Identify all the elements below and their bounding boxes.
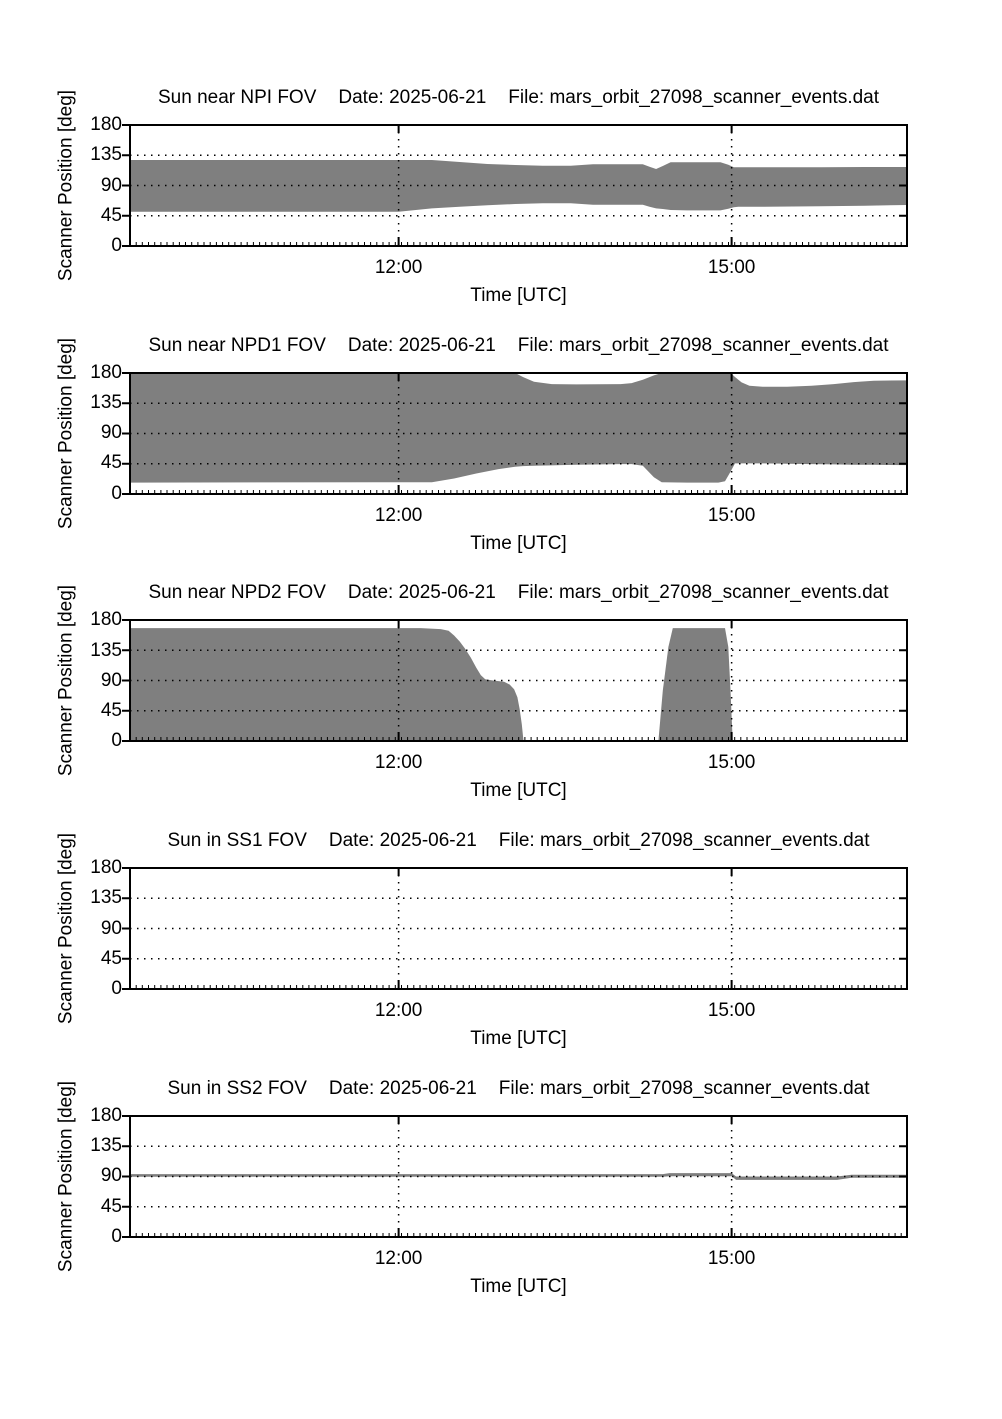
chart-title-date: Date: 2025-06-21 xyxy=(347,582,496,604)
plot-area xyxy=(122,124,908,247)
chart-title: Sun in SS1 FOV Date: 2025-06-21 File: ma… xyxy=(130,830,907,852)
minor-tick-marks xyxy=(135,242,902,246)
plot-svg xyxy=(122,867,908,991)
chart-title: Sun in SS2 FOV Date: 2025-06-21 File: ma… xyxy=(130,1078,907,1100)
x-tick-label: 15:00 xyxy=(707,1000,756,1022)
major-tick-marks xyxy=(122,867,907,991)
plot-area xyxy=(122,371,908,495)
chart-title-date: Date: 2025-06-21 xyxy=(328,830,477,852)
x-tick-label: 12:00 xyxy=(374,752,423,774)
x-axis-label: Time [UTC] xyxy=(470,1028,567,1050)
x-tick-label: 15:00 xyxy=(707,752,756,774)
plot-area xyxy=(122,1114,908,1238)
minor-tick-marks xyxy=(135,737,902,742)
x-tick-label: 12:00 xyxy=(374,257,423,278)
chart-title: Sun near NPI FOV Date: 2025-06-21 File: … xyxy=(130,87,907,109)
y-tick-label: 0 xyxy=(111,978,122,1000)
axis-frame xyxy=(129,867,908,991)
chart-title-file: File: mars_orbit_27098_scanner_events.da… xyxy=(498,830,870,852)
y-tick-label: 180 xyxy=(90,857,122,879)
chart-title-file: File: mars_orbit_27098_scanner_events.da… xyxy=(498,1077,870,1099)
y-tick-label: 180 xyxy=(90,1104,122,1126)
chart-block-sun-in-ss1-fov: Sun in SS1 FOV Date: 2025-06-21 File: ma… xyxy=(0,828,1002,1076)
chart-title-date: Date: 2025-06-21 xyxy=(338,87,487,108)
x-axis-label: Time [UTC] xyxy=(470,780,567,802)
y-tick-label: 180 xyxy=(90,609,122,631)
scanner-position-band xyxy=(658,628,733,742)
chart-title-fov: Sun near NPD2 FOV xyxy=(148,582,326,604)
x-axis-label: Time [UTC] xyxy=(470,1275,567,1297)
minor-tick-marks xyxy=(135,985,902,990)
y-tick-label: 135 xyxy=(90,639,122,661)
major-tick-marks xyxy=(122,371,907,495)
chart-title-fov: Sun in SS2 FOV xyxy=(167,1077,307,1099)
y-tick-label: 135 xyxy=(90,1135,122,1157)
chart-title-file: File: mars_orbit_27098_scanner_events.da… xyxy=(508,87,880,108)
y-tick-label: 90 xyxy=(100,1165,122,1187)
y-tick-label: 0 xyxy=(111,730,122,752)
y-tick-label: 180 xyxy=(90,361,122,383)
y-tick-label: 0 xyxy=(111,482,122,504)
chart-title-date: Date: 2025-06-21 xyxy=(328,1077,477,1099)
plot-area xyxy=(122,619,908,743)
x-tick-label: 15:00 xyxy=(707,1247,756,1269)
x-tick-label: 12:00 xyxy=(374,504,423,526)
plot-svg xyxy=(122,124,908,247)
chart-block-sun-in-ss2-fov: Sun in SS2 FOV Date: 2025-06-21 File: ma… xyxy=(0,1076,1002,1324)
chart-block-sun-near-npd1-fov: Sun near NPD1 FOV Date: 2025-06-21 File:… xyxy=(0,333,1002,581)
y-tick-label: 180 xyxy=(90,114,122,135)
chart-block-sun-near-npd2-fov: Sun near NPD2 FOV Date: 2025-06-21 File:… xyxy=(0,580,1002,828)
chart-title-fov: Sun in SS1 FOV xyxy=(167,830,307,852)
y-tick-label: 135 xyxy=(90,887,122,909)
x-tick-label: 15:00 xyxy=(707,504,756,526)
y-tick-label: 90 xyxy=(100,174,122,196)
y-tick-label: 45 xyxy=(100,204,122,226)
y-tick-label: 45 xyxy=(100,452,122,474)
y-tick-label: 45 xyxy=(100,700,122,722)
scanner-position-band xyxy=(130,628,524,742)
chart-title-file: File: mars_orbit_27098_scanner_events.da… xyxy=(517,582,889,604)
x-tick-label: 12:00 xyxy=(374,1000,423,1022)
scanner-position-band xyxy=(130,160,907,212)
y-tick-label: 135 xyxy=(90,391,122,413)
y-tick-label: 90 xyxy=(100,422,122,444)
y-tick-label: 135 xyxy=(90,144,122,166)
x-tick-label: 12:00 xyxy=(374,1247,423,1269)
y-tick-label: 90 xyxy=(100,917,122,939)
plot-area xyxy=(122,867,908,991)
major-tick-marks xyxy=(122,619,907,743)
x-tick-label: 15:00 xyxy=(707,257,756,278)
y-tick-label: 0 xyxy=(111,1225,122,1247)
chart-title: Sun near NPD1 FOV Date: 2025-06-21 File:… xyxy=(130,335,907,357)
chart-block-sun-near-npi-fov: Sun near NPI FOV Date: 2025-06-21 File: … xyxy=(0,85,1002,333)
x-axis-label: Time [UTC] xyxy=(470,285,567,306)
plot-svg xyxy=(122,1114,908,1238)
chart-title: Sun near NPD2 FOV Date: 2025-06-21 File:… xyxy=(130,582,907,604)
scanner-position-band xyxy=(130,1172,907,1180)
y-tick-label: 45 xyxy=(100,947,122,969)
scanner-position-band xyxy=(130,372,907,483)
chart-title-file: File: mars_orbit_27098_scanner_events.da… xyxy=(517,334,889,356)
minor-tick-marks xyxy=(135,489,902,494)
y-tick-label: 45 xyxy=(100,1195,122,1217)
major-tick-marks xyxy=(122,124,907,247)
y-tick-label: 90 xyxy=(100,669,122,691)
chart-title-fov: Sun near NPI FOV xyxy=(157,87,317,108)
plot-svg xyxy=(122,371,908,495)
plot-svg xyxy=(122,619,908,743)
y-tick-label: 0 xyxy=(111,235,122,256)
x-axis-label: Time [UTC] xyxy=(470,532,567,554)
major-tick-marks xyxy=(122,1114,907,1238)
chart-title-fov: Sun near NPD1 FOV xyxy=(148,334,326,356)
chart-title-date: Date: 2025-06-21 xyxy=(347,334,496,356)
minor-tick-marks xyxy=(135,1232,902,1237)
